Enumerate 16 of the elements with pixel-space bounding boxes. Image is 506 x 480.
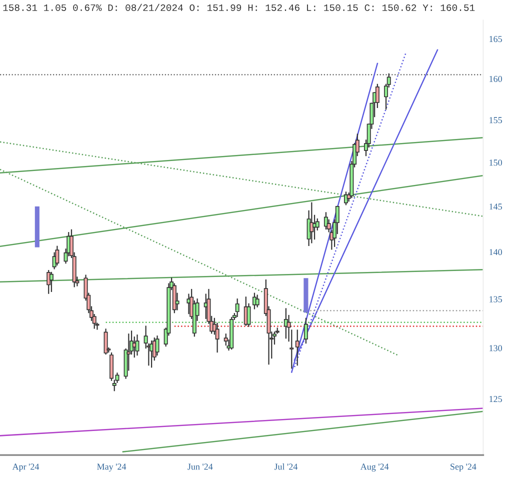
x-tick-label: Jul '24 (274, 463, 298, 470)
chart-title: 158.31 1.05 0.67% D: 08/21/2024 O: 151.99 H: 152.46 L: 150.15 C: 150.62 Y: 160.51 (3, 4, 475, 11)
y-tick-label: 150 (490, 160, 502, 166)
x-tick-label: Sep '24 (450, 464, 476, 472)
y-tick-label: 155 (490, 117, 502, 124)
y-tick-label: 135 (490, 296, 502, 302)
y-tick-label: 125 (490, 396, 502, 402)
x-tick-label: Apr '24 (12, 464, 40, 472)
y-tick-label: 165 (490, 36, 502, 42)
y-tick-label: 145 (490, 204, 502, 210)
y-tick-label: 130 (490, 345, 502, 352)
x-tick-label: Jun '24 (188, 464, 213, 470)
x-tick-label: Aug '24 (360, 464, 389, 472)
x-tick-label: May '24 (97, 464, 126, 472)
y-tick-label: 160 (490, 76, 502, 82)
y-tick-label: 140 (490, 249, 502, 256)
